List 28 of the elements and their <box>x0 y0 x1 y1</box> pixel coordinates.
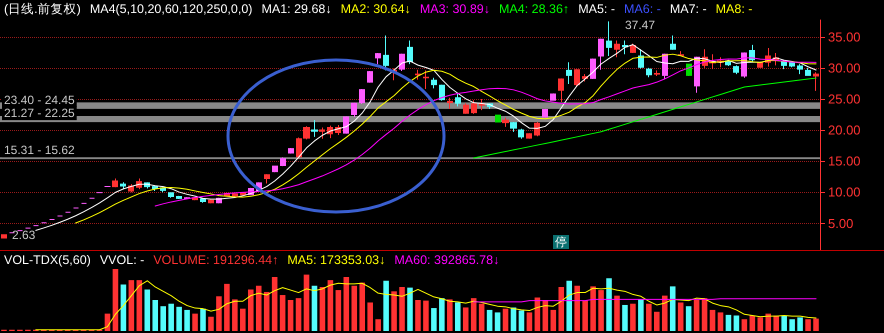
text: MA3: 30.89↓ <box>420 1 490 17</box>
y-tick-label: 25.00 <box>828 91 861 106</box>
band-label: 23.40 - 24.45 <box>4 92 76 107</box>
text: MA4: 28.36↑ <box>499 1 570 17</box>
chart-title: (日线.前复权) <box>4 1 81 17</box>
legend-label: MA6: - <box>624 1 661 17</box>
y-tick-label: 10.00 <box>828 184 861 200</box>
y-tick-label: 20.00 <box>828 122 861 138</box>
legend-label: MA8: - <box>716 1 752 17</box>
y-tick-label: 5.00 <box>828 216 854 231</box>
legend-label: VVOL: - <box>100 252 144 268</box>
chart-title: VOL-TDX(5,60) <box>4 252 91 268</box>
band-label: 21.27 - 22.25 <box>4 106 76 120</box>
y-tick-label: 30.00 <box>828 60 861 76</box>
text: MA60: 392865.78↓ <box>394 252 500 268</box>
band-label: 15.31 - 15.62 <box>4 143 76 158</box>
y-tick-label: 15.00 <box>828 154 861 169</box>
text: MA2: 30.64↓ <box>340 1 411 17</box>
annotation: 2.63 <box>12 228 36 242</box>
legend-title: MA4(5,10,20,60,120,250,0,0) <box>90 1 252 17</box>
legend-label: MA7: - <box>670 1 707 17</box>
text: MA1: 29.68↓ <box>261 1 332 17</box>
legend-label: MA5: - <box>578 1 615 17</box>
annotation: 停 <box>553 235 569 249</box>
annotation: 37.47 <box>625 18 656 32</box>
series-label: MA5: 173353.03↓ <box>287 252 386 268</box>
y-tick-label: 35.00 <box>828 29 861 44</box>
series-label: VOLUME: 191296.44↑ <box>153 252 278 268</box>
